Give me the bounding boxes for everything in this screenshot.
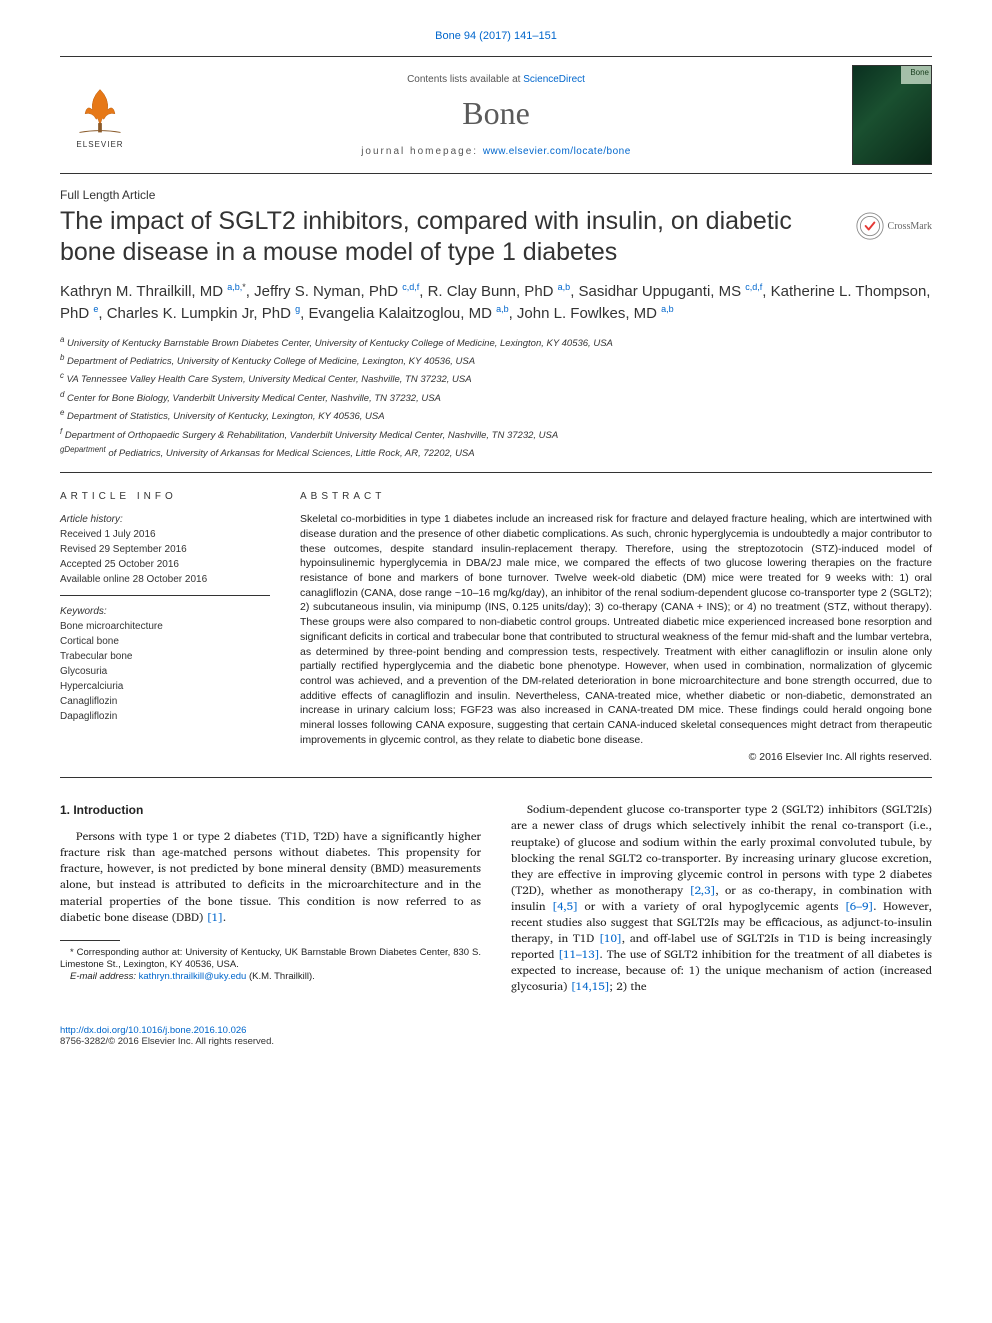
keywords-label: Keywords: <box>60 604 270 619</box>
author-list: Kathryn M. Thrailkill, MD a,b,*, Jeffry … <box>60 281 932 326</box>
corr-symbol: * <box>70 947 77 958</box>
abstract-column: ABSTRACT Skeletal co-morbidities in type… <box>300 491 932 763</box>
history-line: Accepted 25 October 2016 <box>60 557 270 572</box>
issn-copyright-line: 8756-3282/© 2016 Elsevier Inc. All right… <box>60 1036 932 1047</box>
body-left-column: 1. Introduction Persons with type 1 or t… <box>60 802 481 995</box>
abstract-text: Skeletal co-morbidities in type 1 diabet… <box>300 512 932 747</box>
body-two-column: 1. Introduction Persons with type 1 or t… <box>60 802 932 995</box>
email-footnote: E-mail address: kathryn.thrailkill@uky.e… <box>60 971 481 983</box>
corresponding-author-footnote: * Corresponding author at: University of… <box>60 947 481 972</box>
affiliation-line: f Department of Orthopaedic Surgery & Re… <box>60 426 932 443</box>
section-heading-introduction: 1. Introduction <box>60 802 481 819</box>
intro-paragraph-1: Persons with type 1 or type 2 diabetes (… <box>60 829 481 926</box>
publisher-logo[interactable]: ELSEVIER <box>60 82 140 149</box>
crossmark-icon <box>856 212 884 240</box>
crossmark-label: CrossMark <box>888 221 932 232</box>
affiliation-line: c VA Tennessee Valley Health Care System… <box>60 370 932 387</box>
keyword-line: Glycosuria <box>60 664 270 679</box>
email-suffix: (K.M. Thrailkill). <box>246 971 314 982</box>
title-row: The impact of SGLT2 inhibitors, compared… <box>60 206 932 281</box>
keyword-line: Bone microarchitecture <box>60 619 270 634</box>
ref-link-14-15[interactable]: [14,15] <box>571 977 610 996</box>
sciencedirect-link[interactable]: ScienceDirect <box>523 74 585 85</box>
affiliation-line: e Department of Statistics, University o… <box>60 407 932 424</box>
keyword-line: Cortical bone <box>60 634 270 649</box>
contents-prefix: Contents lists available at <box>407 74 523 85</box>
info-abstract-row: ARTICLE INFO Article history: Received 1… <box>60 477 932 778</box>
contents-available-line: Contents lists available at ScienceDirec… <box>140 74 852 85</box>
history-line: Received 1 July 2016 <box>60 527 270 542</box>
journal-homepage-link[interactable]: www.elsevier.com/locate/bone <box>483 146 631 157</box>
corr-email-link[interactable]: kathryn.thrailkill@uky.edu <box>139 971 247 982</box>
p2-text-g: ; 2) the <box>610 977 647 996</box>
abstract-copyright: © 2016 Elsevier Inc. All rights reserved… <box>300 751 932 763</box>
intro-text-post: . <box>223 908 226 927</box>
keyword-line: Canagliflozin <box>60 694 270 709</box>
affiliation-list: a University of Kentucky Barnstable Brow… <box>60 334 932 474</box>
intro-text-pre: Persons with type 1 or type 2 diabetes (… <box>60 827 481 926</box>
intro-paragraph-2: Sodium-dependent glucose co-transporter … <box>511 802 932 995</box>
abstract-heading: ABSTRACT <box>300 491 932 502</box>
top-citation[interactable]: Bone 94 (2017) 141–151 <box>60 30 932 42</box>
journal-cover-thumbnail[interactable]: Bone <box>852 65 932 165</box>
article-type: Full Length Article <box>60 188 932 202</box>
affiliation-line: b Department of Pediatrics, University o… <box>60 352 932 369</box>
email-label: E-mail address: <box>70 971 139 982</box>
ref-link-1[interactable]: [1] <box>207 908 223 927</box>
history-label: Article history: <box>60 512 270 527</box>
history-line: Available online 28 October 2016 <box>60 572 270 587</box>
journal-name: Bone <box>140 95 852 132</box>
article-history: Article history: Received 1 July 2016Rev… <box>60 512 270 596</box>
corr-text: Corresponding author at: University of K… <box>60 947 481 970</box>
crossmark-badge[interactable]: CrossMark <box>856 212 932 240</box>
elsevier-tree-icon <box>72 82 128 138</box>
article-title: The impact of SGLT2 inhibitors, compared… <box>60 206 844 269</box>
article-info-heading: ARTICLE INFO <box>60 491 270 502</box>
publisher-name: ELSEVIER <box>76 140 123 149</box>
doi-link[interactable]: http://dx.doi.org/10.1016/j.bone.2016.10… <box>60 1025 246 1036</box>
page-footer: http://dx.doi.org/10.1016/j.bone.2016.10… <box>60 1025 932 1047</box>
cover-label: Bone <box>910 68 929 77</box>
masthead: ELSEVIER Contents lists available at Sci… <box>60 56 932 174</box>
keyword-line: Trabecular bone <box>60 649 270 664</box>
keyword-line: Dapagliflozin <box>60 709 270 724</box>
history-line: Revised 29 September 2016 <box>60 542 270 557</box>
affiliation-line: a University of Kentucky Barnstable Brow… <box>60 334 932 351</box>
footnote-divider <box>60 940 120 941</box>
affiliation-line: d Center for Bone Biology, Vanderbilt Un… <box>60 389 932 406</box>
affiliation-line: gDepartment of Pediatrics, University of… <box>60 444 932 461</box>
body-right-column: Sodium-dependent glucose co-transporter … <box>511 802 932 995</box>
homepage-prefix: journal homepage: <box>361 146 483 157</box>
article-info-column: ARTICLE INFO Article history: Received 1… <box>60 491 270 763</box>
page-container: Bone 94 (2017) 141–151 ELSEVIER Contents… <box>0 0 992 1087</box>
keyword-line: Hypercalciuria <box>60 679 270 694</box>
journal-homepage-line: journal homepage: www.elsevier.com/locat… <box>140 146 852 157</box>
journal-header-center: Contents lists available at ScienceDirec… <box>140 74 852 157</box>
keywords-block: Keywords: Bone microarchitectureCortical… <box>60 604 270 724</box>
